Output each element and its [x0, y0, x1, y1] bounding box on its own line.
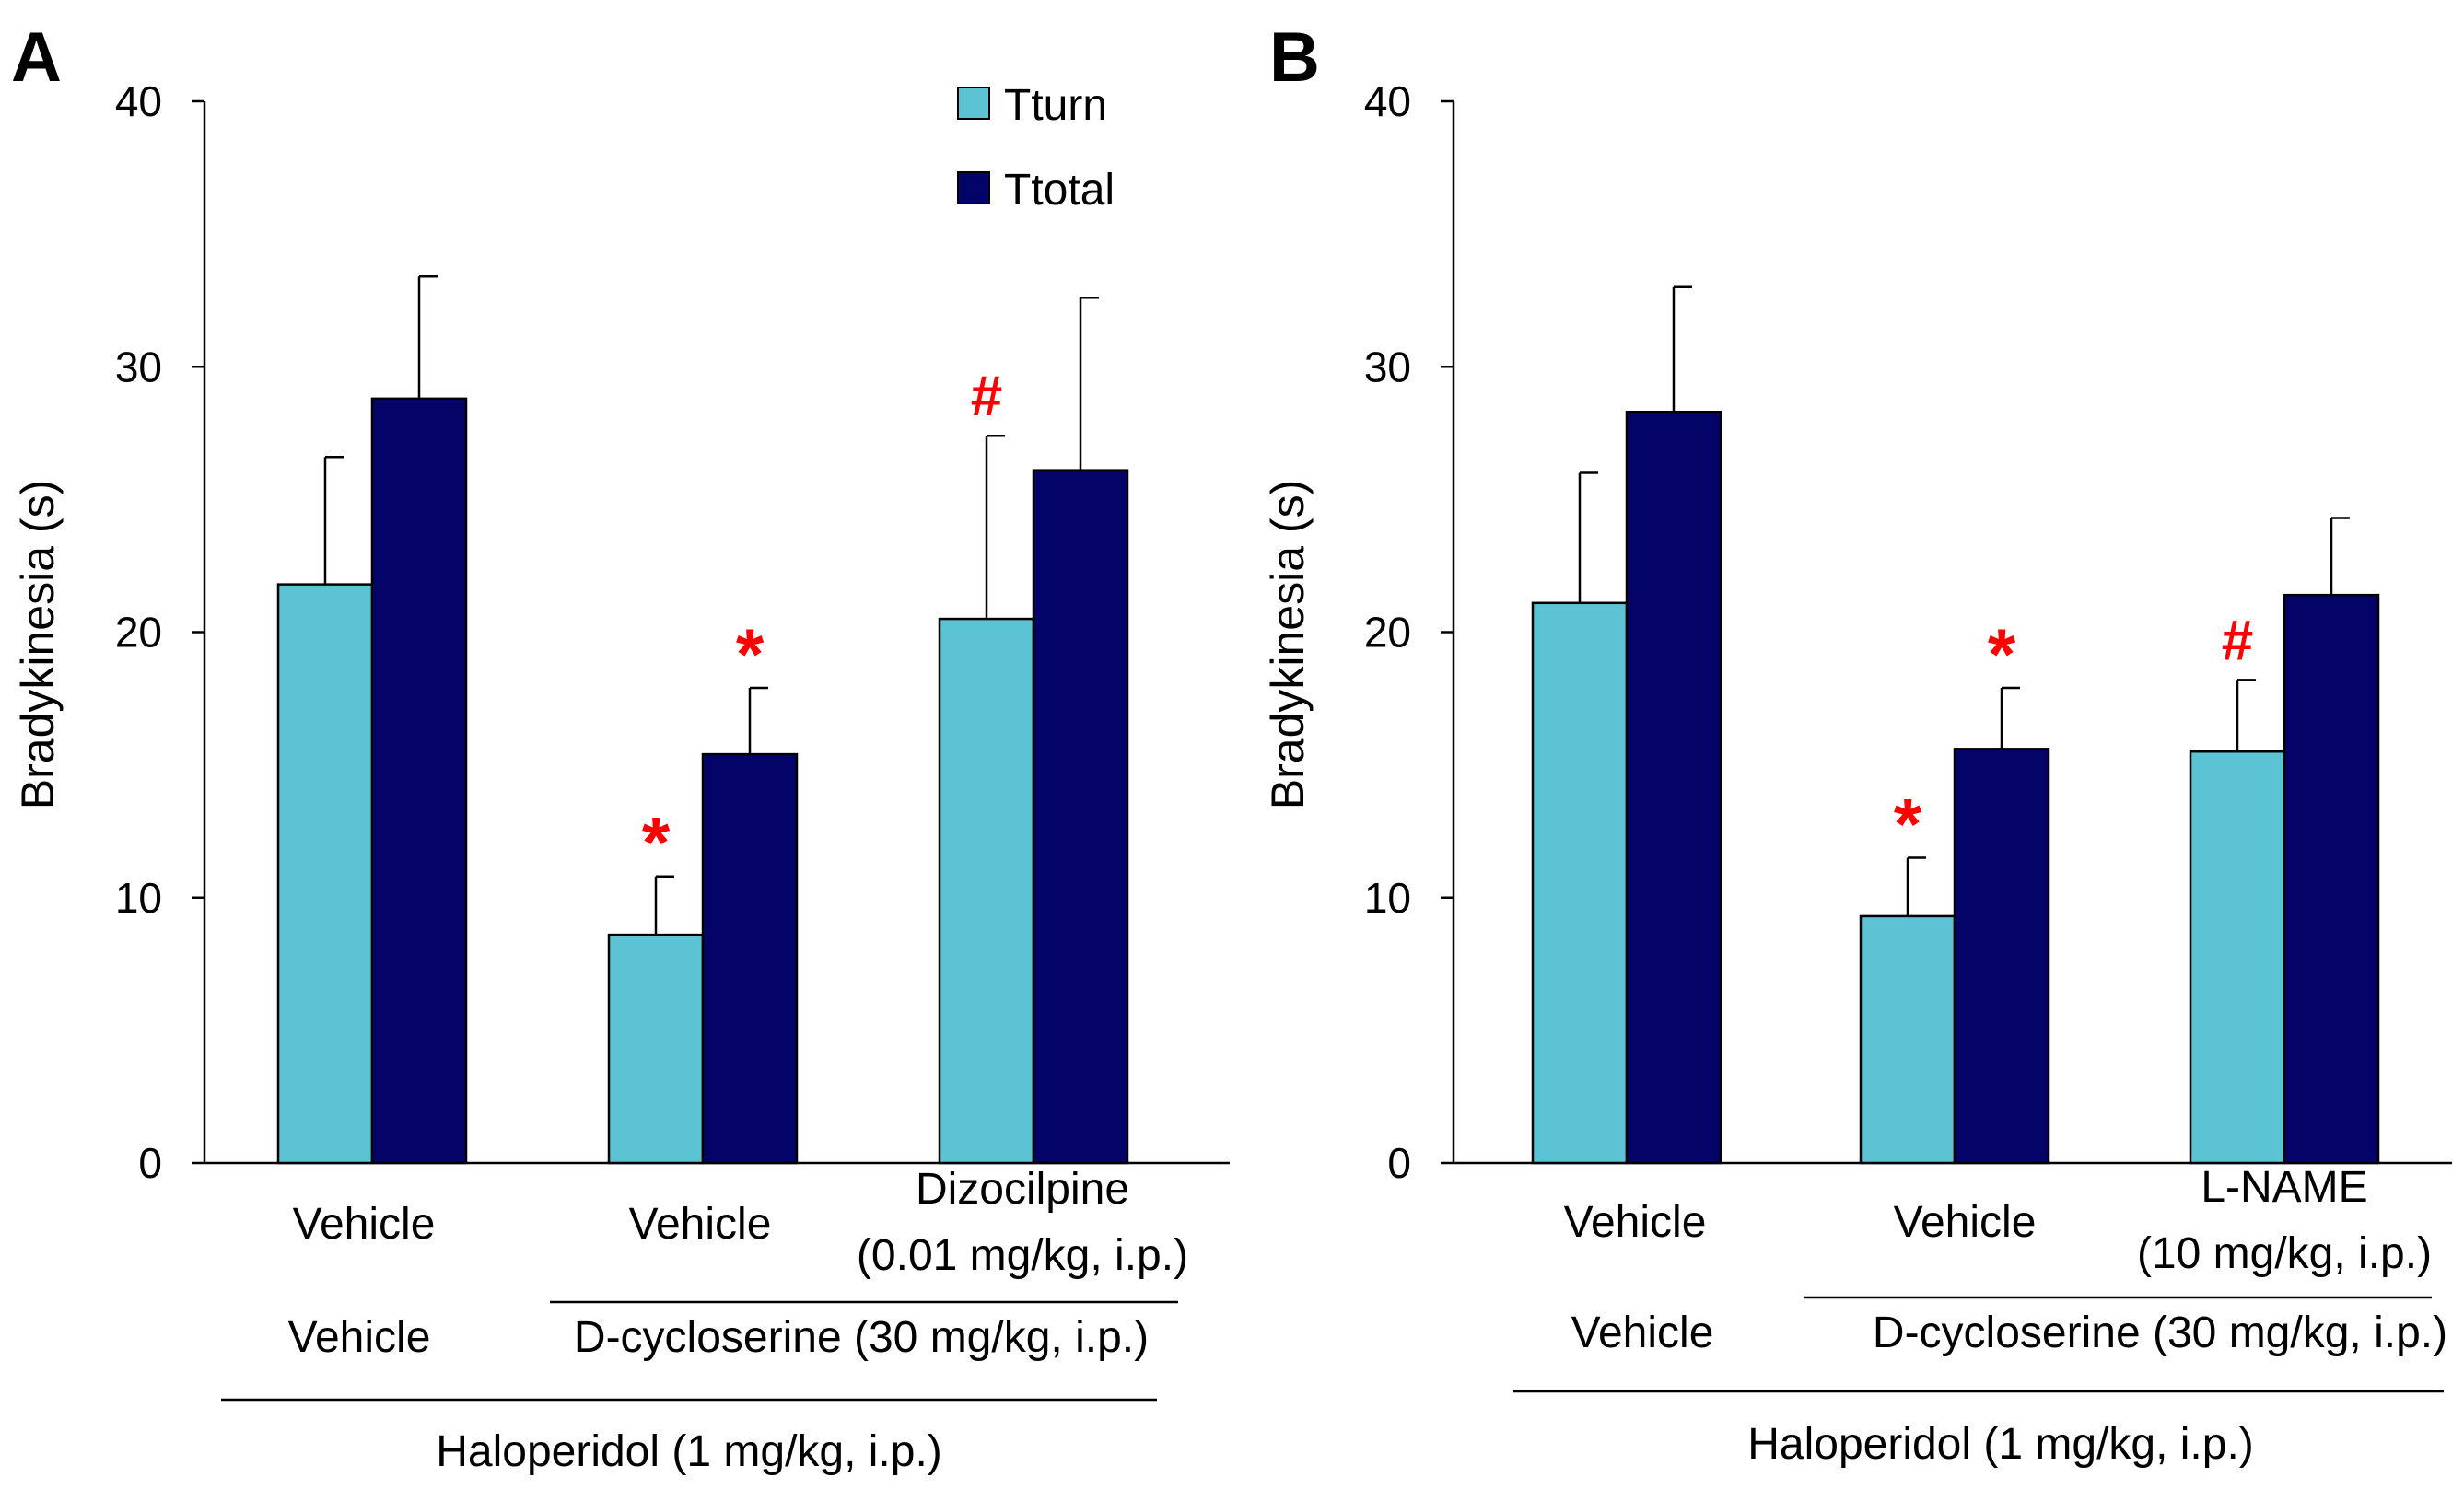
bar-ttotal: [1625, 411, 1722, 1165]
panel-b: B Bradykinesia (s) 0 10 20 30 40 * # * Vehicle Ve…: [1262, 18, 2452, 1469]
panel-a: A Bradykinesia (s) Tturn Ttotal 0 10 20 30 4…: [11, 18, 1230, 1476]
y-tick-label: 30: [1364, 343, 1411, 390]
legend-label-ttotal: Ttotal: [1004, 166, 1115, 215]
significance-mark: *: [736, 613, 765, 694]
y-tick-label: 20: [115, 609, 162, 657]
legend-swatch-tturn: [957, 87, 990, 120]
bar-tturn: [1859, 914, 1956, 1165]
bar-tturn: [2189, 750, 2286, 1165]
category-label: Vehicle: [1564, 1198, 1707, 1247]
treatment-label: Vehicle: [288, 1313, 431, 1362]
category-label: Vehicle: [1894, 1198, 2037, 1247]
plot-area-b: 0 10 20 30 40 * # * Vehicle Vehicle L-NAME (10 mg/k…: [1364, 77, 2452, 1469]
bar-ttotal: [701, 752, 799, 1165]
significance-mark: #: [2222, 609, 2253, 672]
bar-tturn: [276, 583, 374, 1165]
category-label: L-NAME: [2201, 1163, 2367, 1212]
bar-tturn: [607, 933, 705, 1165]
y-tick-label: 40: [115, 77, 162, 125]
haloperidol-label: Haloperidol (1 mg/kg, i.p.): [1747, 1420, 2254, 1469]
bar-ttotal: [370, 397, 468, 1165]
y-tick-label: 0: [1387, 1139, 1411, 1187]
y-tick-label: 40: [1364, 77, 1411, 125]
category-label: Vehicle: [629, 1200, 772, 1249]
y-axis-label-a: Bradykinesia (s): [12, 480, 64, 809]
y-tick-label: 20: [1364, 609, 1411, 657]
bar-ttotal: [1032, 469, 1129, 1165]
category-label: (0.01 mg/kg, i.p.): [857, 1231, 1188, 1280]
significance-mark: #: [971, 365, 1002, 428]
legend-label-tturn: Tturn: [1004, 81, 1107, 130]
legend-swatch-ttotal: [957, 171, 990, 204]
category-label: Dizocilpine: [916, 1165, 1129, 1214]
significance-mark: *: [1988, 613, 2016, 694]
y-tick-label: 10: [1364, 874, 1411, 922]
plot-area-a: 0 10 20 30 40 * # * Vehicle Vehicle Dizocilpine (0.…: [115, 77, 1230, 1476]
panel-label-a: A: [11, 18, 62, 97]
y-tick-label: 10: [115, 874, 162, 922]
significance-mark: *: [642, 802, 671, 883]
y-axis-label-b: Bradykinesia (s): [1262, 480, 1314, 809]
y-tick-label: 0: [138, 1139, 162, 1187]
category-label: (10 mg/kg, i.p.): [2137, 1229, 2432, 1278]
treatment-label: D-cycloserine (30 mg/kg, i.p.): [1873, 1309, 2447, 1357]
haloperidol-label: Haloperidol (1 mg/kg, i.p.): [436, 1427, 942, 1476]
treatment-label: D-cycloserine (30 mg/kg, i.p.): [574, 1313, 1149, 1362]
bar-ttotal: [2283, 593, 2380, 1165]
treatment-label: Vehicle: [1571, 1309, 1714, 1357]
panel-label-b: B: [1269, 18, 1320, 97]
category-label: Vehicle: [293, 1200, 436, 1249]
y-tick-label: 30: [115, 343, 162, 390]
significance-mark: *: [1894, 784, 1922, 865]
bar-ttotal: [1953, 748, 2050, 1165]
bar-tturn: [1531, 601, 1629, 1165]
bar-tturn: [938, 617, 1035, 1165]
